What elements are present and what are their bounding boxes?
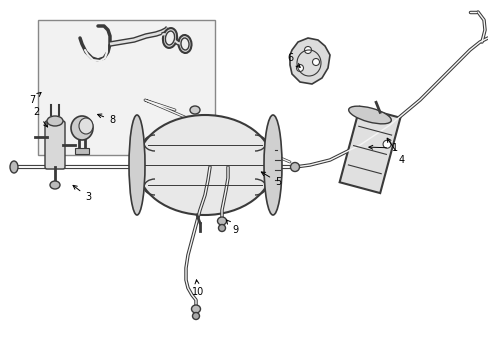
Ellipse shape [296, 64, 303, 72]
Ellipse shape [304, 46, 311, 54]
Text: 6: 6 [286, 53, 300, 67]
Ellipse shape [10, 161, 18, 173]
Bar [38, 20, 215, 155]
Ellipse shape [165, 31, 174, 45]
Text: 9: 9 [226, 220, 238, 235]
FancyBboxPatch shape [45, 121, 65, 169]
Ellipse shape [163, 28, 177, 48]
Text: 1: 1 [368, 143, 397, 153]
Ellipse shape [181, 38, 189, 50]
Ellipse shape [382, 140, 390, 148]
Ellipse shape [79, 118, 93, 134]
Ellipse shape [217, 217, 226, 225]
Ellipse shape [264, 115, 282, 215]
Ellipse shape [218, 225, 225, 231]
Text: 10: 10 [191, 280, 203, 297]
Ellipse shape [129, 115, 145, 215]
Bar [75, 148, 89, 154]
Ellipse shape [137, 115, 272, 215]
Text: 7: 7 [29, 93, 41, 105]
Ellipse shape [191, 305, 200, 313]
Ellipse shape [47, 116, 63, 126]
Ellipse shape [190, 106, 200, 114]
Ellipse shape [178, 35, 191, 53]
Ellipse shape [348, 106, 390, 124]
Polygon shape [289, 38, 329, 84]
Polygon shape [339, 107, 400, 193]
Text: 3: 3 [73, 185, 91, 202]
Ellipse shape [290, 162, 299, 171]
Ellipse shape [71, 116, 93, 140]
Ellipse shape [192, 312, 199, 320]
Text: 8: 8 [98, 114, 115, 125]
Text: 2: 2 [33, 107, 47, 127]
Ellipse shape [50, 181, 60, 189]
Ellipse shape [312, 58, 319, 66]
Text: 5: 5 [261, 172, 281, 187]
Text: 4: 4 [386, 138, 404, 165]
